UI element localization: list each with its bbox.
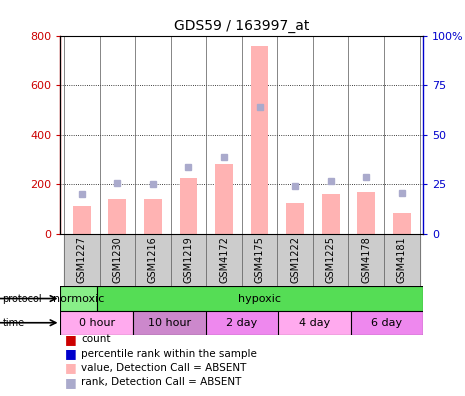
Text: ■: ■ [65, 347, 77, 360]
Text: protocol: protocol [2, 293, 42, 304]
Text: ■: ■ [65, 376, 77, 389]
Bar [60, 310, 133, 335]
Bar [73, 206, 91, 234]
Bar [313, 234, 348, 286]
Text: GSM1219: GSM1219 [184, 236, 193, 283]
Bar [206, 234, 242, 286]
Text: 0 hour: 0 hour [79, 318, 115, 328]
Bar [358, 192, 375, 234]
Bar [206, 310, 278, 335]
Bar [215, 164, 233, 234]
Text: GSM4178: GSM4178 [361, 236, 371, 283]
Text: GSM1230: GSM1230 [113, 236, 122, 283]
Text: count: count [81, 334, 111, 345]
Text: GSM4175: GSM4175 [254, 236, 265, 283]
Text: GSM1227: GSM1227 [77, 236, 87, 283]
Bar [277, 234, 313, 286]
Bar [179, 178, 197, 234]
Bar [135, 234, 171, 286]
Bar [64, 234, 100, 286]
Bar [393, 213, 411, 234]
Bar [286, 203, 304, 234]
Title: GDS59 / 163997_at: GDS59 / 163997_at [174, 19, 310, 33]
Text: 6 day: 6 day [372, 318, 402, 328]
Bar [60, 286, 97, 310]
Text: GSM4181: GSM4181 [397, 236, 407, 283]
Text: rank, Detection Call = ABSENT: rank, Detection Call = ABSENT [81, 377, 242, 387]
Bar [100, 234, 135, 286]
Text: ■: ■ [65, 333, 77, 346]
Bar [133, 310, 206, 335]
Bar [351, 310, 423, 335]
Text: 2 day: 2 day [226, 318, 258, 328]
Bar [108, 199, 126, 234]
Text: 10 hour: 10 hour [148, 318, 191, 328]
Bar [384, 234, 419, 286]
Bar [242, 234, 277, 286]
Bar [278, 310, 351, 335]
Text: ■: ■ [65, 362, 77, 375]
Bar [171, 234, 206, 286]
Text: GSM1222: GSM1222 [290, 236, 300, 283]
Bar [144, 199, 162, 234]
Text: value, Detection Call = ABSENT: value, Detection Call = ABSENT [81, 363, 247, 373]
Text: time: time [2, 318, 25, 328]
Text: percentile rank within the sample: percentile rank within the sample [81, 349, 257, 359]
Bar [322, 194, 339, 234]
Text: GSM1216: GSM1216 [148, 236, 158, 283]
Text: GSM1225: GSM1225 [326, 236, 336, 283]
Text: 4 day: 4 day [299, 318, 330, 328]
Text: GSM4172: GSM4172 [219, 236, 229, 283]
Text: hypoxic: hypoxic [239, 293, 281, 304]
Bar [348, 234, 384, 286]
Bar [251, 46, 268, 234]
Text: normoxic: normoxic [53, 293, 104, 304]
